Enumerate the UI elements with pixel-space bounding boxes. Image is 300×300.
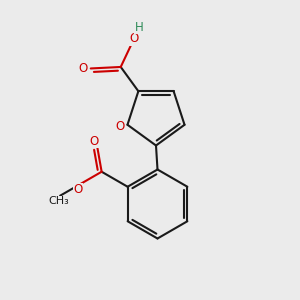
Text: O: O	[79, 62, 88, 75]
Text: O: O	[74, 183, 83, 196]
Text: O: O	[115, 120, 124, 133]
Text: CH₃: CH₃	[48, 196, 69, 206]
Text: O: O	[90, 135, 99, 148]
Text: H: H	[135, 21, 144, 34]
Text: O: O	[130, 32, 139, 45]
